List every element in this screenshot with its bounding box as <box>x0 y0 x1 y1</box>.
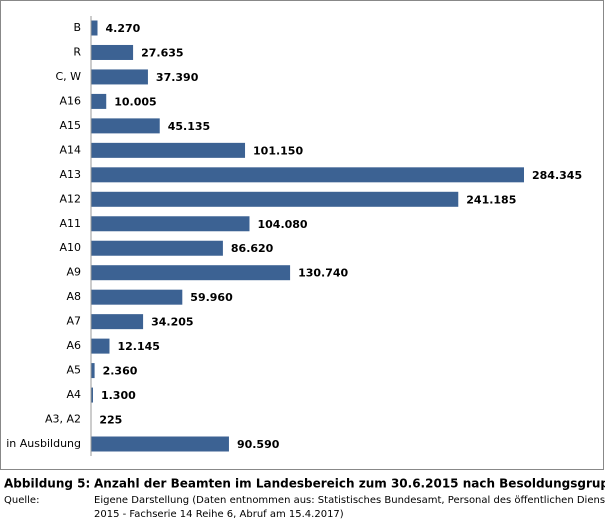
y-tick-label: in Ausbildung <box>6 437 81 450</box>
bar <box>91 339 109 354</box>
y-tick-label: A13 <box>59 168 81 181</box>
y-tick-label: A9 <box>66 266 81 279</box>
bar <box>91 265 290 280</box>
bar <box>91 69 148 84</box>
value-label: 12.145 <box>117 340 159 353</box>
value-label: 10.005 <box>114 95 156 108</box>
value-label: 37.390 <box>156 71 199 84</box>
bar <box>91 118 160 133</box>
y-tick-label: A4 <box>66 388 81 401</box>
bar <box>91 94 106 109</box>
y-tick-label: A12 <box>59 192 81 205</box>
y-tick-label: B <box>73 21 81 34</box>
source-label: Quelle: <box>4 495 39 506</box>
y-tick-label: A5 <box>66 364 81 377</box>
bar <box>91 192 458 207</box>
value-label: 1.300 <box>101 389 136 402</box>
bar <box>91 216 249 231</box>
bar <box>91 241 223 256</box>
bar <box>91 143 245 158</box>
bar <box>91 167 524 182</box>
y-tick-label: A3, A2 <box>45 413 81 426</box>
bar <box>91 290 182 305</box>
value-label: 86.620 <box>231 242 274 255</box>
bar <box>91 314 143 329</box>
y-tick-label: A16 <box>59 94 81 107</box>
value-label: 34.205 <box>151 316 193 329</box>
y-tick-label: R <box>73 45 81 58</box>
y-tick-label: C, W <box>55 70 81 83</box>
y-tick-label: A10 <box>59 241 81 254</box>
value-label: 59.960 <box>190 291 233 304</box>
caption-title: Anzahl der Beamten im Landesbereich zum … <box>94 477 605 491</box>
y-tick-label: A6 <box>66 339 81 352</box>
value-label: 241.185 <box>466 193 516 206</box>
bar <box>91 437 229 452</box>
value-label: 90.590 <box>237 438 280 451</box>
bar <box>91 363 95 378</box>
value-label: 45.135 <box>168 120 210 133</box>
y-tick-label: A15 <box>59 119 81 132</box>
bar <box>91 45 133 60</box>
value-label: 101.150 <box>253 144 303 157</box>
y-tick-label: A7 <box>66 315 81 328</box>
value-label: 104.080 <box>257 218 307 231</box>
source-line: 2015 - Fachserie 14 Reihe 6, Abruf am 15… <box>94 509 344 520</box>
value-label: 4.270 <box>106 22 141 35</box>
y-tick-label: A11 <box>59 217 81 230</box>
bar <box>91 21 98 36</box>
value-label: 130.740 <box>298 267 348 280</box>
y-tick-label: A8 <box>66 290 81 303</box>
y-tick-label: A14 <box>59 143 81 156</box>
value-label: 284.345 <box>532 169 582 182</box>
source-line: Eigene Darstellung (Daten entnommen aus:… <box>94 495 605 506</box>
value-label: 225 <box>99 414 122 427</box>
caption-label: Abbildung 5: <box>4 477 90 491</box>
value-label: 27.635 <box>141 46 183 59</box>
value-label: 2.360 <box>103 365 138 378</box>
